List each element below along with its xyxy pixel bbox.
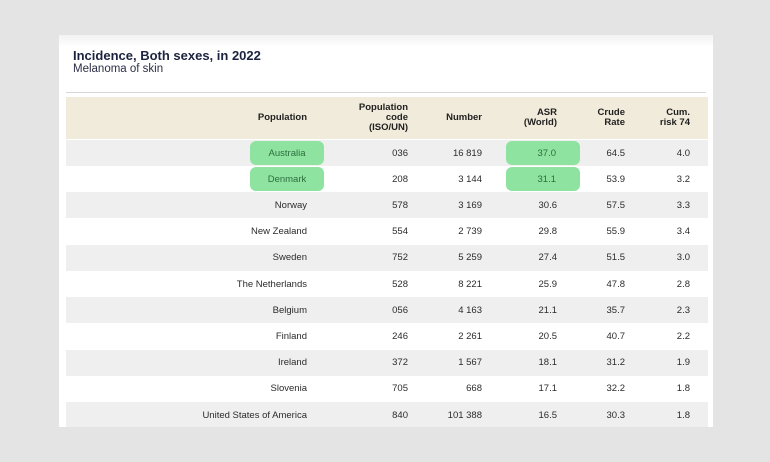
header-asr[interactable]: ASR (World)	[523, 107, 557, 128]
cell-cum-risk: 1.8	[676, 409, 690, 421]
cell-population-code: 554	[392, 226, 408, 238]
cell-population: United States of America	[202, 409, 307, 421]
cell-population-code: 752	[392, 252, 408, 264]
table-row[interactable]: United States of America 840 101 388 16.5 30…	[66, 402, 708, 427]
table-row[interactable]: Denmark 208 3 144 31.1 53.9 3.2	[66, 166, 708, 193]
cell-crude-rate: 55.9	[606, 226, 626, 238]
cell-asr: 17.1	[538, 383, 558, 395]
cell-asr: 20.5	[538, 330, 558, 342]
table-row[interactable]: Norway 578 3 169 30.6 57.5 3.3	[66, 192, 708, 219]
cell-population-code: 036	[392, 147, 408, 159]
cell-population-code: 578	[392, 199, 408, 211]
cell-population-code: 246	[392, 330, 408, 342]
header-crude-rate[interactable]: Crude Rate	[597, 107, 625, 128]
cell-number: 16 819	[452, 147, 482, 159]
cell-asr: 21.1	[538, 304, 558, 316]
cell-asr: 30.6	[538, 199, 558, 211]
header-number[interactable]: Number	[446, 112, 482, 123]
cell-population-code: 372	[392, 357, 408, 369]
cell-crude-rate: 64.5	[606, 147, 626, 159]
cell-number: 3 144	[458, 173, 482, 185]
highlighted-asr: 31.1	[506, 167, 580, 192]
cell-cum-risk: 3.4	[676, 226, 690, 238]
cell-number: 3 169	[458, 199, 482, 211]
cell-population-code: 705	[392, 383, 408, 395]
cell-asr: 16.5	[538, 409, 558, 421]
cell-crude-rate: 40.7	[606, 330, 626, 342]
table-row[interactable]: Australia 036 16 819 37.0 64.5 4.0	[66, 140, 708, 166]
cell-number: 2 261	[458, 330, 482, 342]
cell-crude-rate: 31.2	[606, 357, 626, 369]
cell-population: Norway	[274, 199, 307, 211]
table-row[interactable]: Belgium 056 4 163 21.1 35.7 2.3	[66, 297, 708, 324]
cell-crude-rate: 51.5	[606, 252, 626, 264]
cell-cum-risk: 1.8	[676, 383, 690, 395]
card-top-shade	[59, 35, 713, 47]
cell-asr: 25.9	[538, 278, 558, 290]
cell-cum-risk: 3.2	[676, 173, 690, 185]
cell-population: Sweden	[272, 252, 307, 264]
cell-cum-risk: 4.0	[676, 147, 690, 159]
highlighted-population: Denmark	[250, 167, 324, 192]
cell-cum-risk: 2.3	[676, 304, 690, 316]
table-row[interactable]: Slovenia 705 668 17.1 32.2 1.8	[66, 375, 708, 402]
cell-population-code: 840	[392, 409, 408, 421]
table-header: Population Population code (ISO/UN) Number…	[66, 97, 708, 139]
cell-crude-rate: 53.9	[606, 173, 626, 185]
header-cum-risk[interactable]: Cum. risk 74	[659, 107, 690, 128]
cell-number: 668	[466, 383, 482, 395]
cell-number: 2 739	[458, 226, 482, 238]
cell-population: Belgium	[272, 304, 307, 316]
cell-crude-rate: 30.3	[606, 409, 626, 421]
cell-population: Finland	[275, 330, 307, 342]
highlighted-population: Australia	[250, 141, 324, 165]
cell-asr: 27.4	[538, 252, 558, 264]
table-subtitle: Melanoma of skin	[73, 63, 164, 75]
cell-cum-risk: 2.2	[676, 330, 690, 342]
cell-number: 4 163	[458, 304, 482, 316]
table-row[interactable]: New Zealand 554 2 739 29.8 55.9 3.4	[66, 218, 708, 245]
cell-population: New Zealand	[251, 226, 307, 238]
cell-population: The Netherlands	[236, 278, 307, 290]
title-divider	[66, 92, 706, 93]
cell-cum-risk: 3.0	[676, 252, 690, 264]
cell-crude-rate: 57.5	[606, 199, 626, 211]
cell-population-code: 056	[392, 304, 408, 316]
cell-population: Ireland	[277, 357, 307, 369]
header-population[interactable]: Population	[257, 112, 307, 123]
cell-population: Slovenia	[270, 383, 307, 395]
header-population-code[interactable]: Population code (ISO/UN)	[358, 102, 408, 133]
table-row[interactable]: Finland 246 2 261 20.5 40.7 2.2	[66, 323, 708, 350]
cell-cum-risk: 3.3	[676, 199, 690, 211]
cell-number: 101 388	[447, 409, 482, 421]
cell-crude-rate: 47.8	[606, 278, 626, 290]
cell-crude-rate: 32.2	[606, 383, 626, 395]
cell-population-code: 528	[392, 278, 408, 290]
cell-asr: 29.8	[538, 226, 558, 238]
cell-number: 1 567	[458, 357, 482, 369]
table-title: Incidence, Both sexes, in 2022	[73, 48, 261, 63]
cell-crude-rate: 35.7	[606, 304, 626, 316]
cell-cum-risk: 2.8	[676, 278, 690, 290]
table-row[interactable]: The Netherlands 528 8 221 25.9 47.8 2.8	[66, 271, 708, 297]
cell-asr: 18.1	[538, 357, 558, 369]
results-card: Incidence, Both sexes, in 2022 Melanoma …	[59, 35, 713, 427]
cell-cum-risk: 1.9	[676, 357, 690, 369]
highlighted-asr: 37.0	[506, 141, 580, 165]
table-row[interactable]: Ireland 372 1 567 18.1 31.2 1.9	[66, 349, 708, 376]
table-row[interactable]: Sweden 752 5 259 27.4 51.5 3.0	[66, 244, 708, 271]
cell-number: 8 221	[458, 278, 482, 290]
cell-number: 5 259	[458, 252, 482, 264]
cell-population-code: 208	[392, 173, 408, 185]
